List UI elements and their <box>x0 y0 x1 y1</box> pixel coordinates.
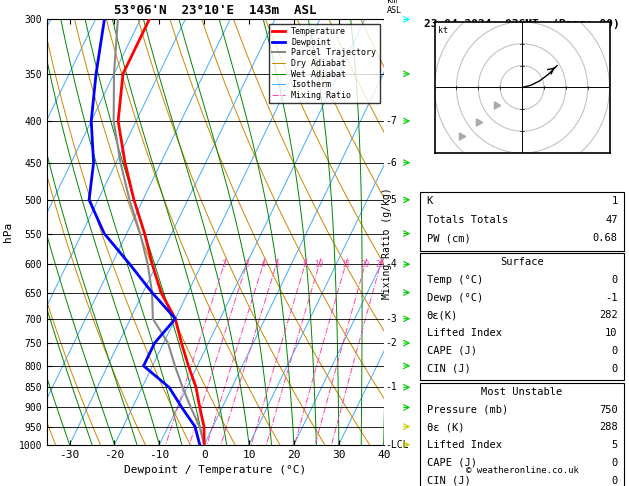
Text: PW (cm): PW (cm) <box>426 233 470 243</box>
Text: -2: -2 <box>386 338 397 348</box>
Text: 10: 10 <box>605 328 618 338</box>
Text: 4: 4 <box>261 260 265 269</box>
Text: kt: kt <box>438 26 448 35</box>
Text: Totals Totals: Totals Totals <box>426 215 508 225</box>
Title: 53°06'N  23°10'E  143m  ASL: 53°06'N 23°10'E 143m ASL <box>114 4 316 17</box>
Text: Lifted Index: Lifted Index <box>426 440 501 450</box>
Text: θε (K): θε (K) <box>426 422 464 433</box>
X-axis label: Dewpoint / Temperature (°C): Dewpoint / Temperature (°C) <box>125 465 306 475</box>
Text: CIN (J): CIN (J) <box>426 364 470 374</box>
Text: -7: -7 <box>386 116 397 126</box>
Text: -4: -4 <box>386 259 397 269</box>
Text: 5: 5 <box>274 260 279 269</box>
Text: 3: 3 <box>245 260 249 269</box>
Text: 0: 0 <box>611 346 618 356</box>
Text: Temp (°C): Temp (°C) <box>426 275 483 285</box>
Text: CIN (J): CIN (J) <box>426 476 470 486</box>
Text: 10: 10 <box>314 260 324 269</box>
Y-axis label: hPa: hPa <box>3 222 13 242</box>
Text: -6: -6 <box>386 157 397 168</box>
Text: 282: 282 <box>599 311 618 320</box>
Bar <box>420 192 624 251</box>
Bar <box>420 383 624 486</box>
Text: θε(K): θε(K) <box>426 311 458 320</box>
Text: 5: 5 <box>611 440 618 450</box>
Text: 0: 0 <box>611 275 618 285</box>
Text: 20: 20 <box>360 260 370 269</box>
Text: 0: 0 <box>611 364 618 374</box>
Text: © weatheronline.co.uk: © weatheronline.co.uk <box>465 466 579 475</box>
Text: Surface: Surface <box>500 257 544 267</box>
Text: 25: 25 <box>376 260 385 269</box>
Text: 2: 2 <box>222 260 226 269</box>
Text: Pressure (mb): Pressure (mb) <box>426 405 508 415</box>
Text: -LCL: -LCL <box>386 440 409 450</box>
Text: 23.04.2024  03GMT  (Base: 00): 23.04.2024 03GMT (Base: 00) <box>424 19 620 29</box>
Text: 8: 8 <box>303 260 308 269</box>
Text: 47: 47 <box>605 215 618 225</box>
Text: Dewp (°C): Dewp (°C) <box>426 293 483 303</box>
Legend: Temperature, Dewpoint, Parcel Trajectory, Dry Adiabat, Wet Adiabat, Isotherm, Mi: Temperature, Dewpoint, Parcel Trajectory… <box>269 24 379 103</box>
Bar <box>420 253 624 380</box>
Text: Most Unstable: Most Unstable <box>481 387 563 397</box>
Text: 0: 0 <box>611 476 618 486</box>
Text: Lifted Index: Lifted Index <box>426 328 501 338</box>
Text: -3: -3 <box>386 313 397 324</box>
Text: 0.68: 0.68 <box>593 233 618 243</box>
Text: CAPE (J): CAPE (J) <box>426 458 477 468</box>
Text: km
ASL: km ASL <box>387 0 402 15</box>
Text: 15: 15 <box>341 260 350 269</box>
Text: -1: -1 <box>386 382 397 392</box>
Text: Mixing Ratio (g/kg): Mixing Ratio (g/kg) <box>382 187 392 299</box>
Text: 0: 0 <box>611 458 618 468</box>
Text: -1: -1 <box>605 293 618 303</box>
Text: CAPE (J): CAPE (J) <box>426 346 477 356</box>
Text: -5: -5 <box>386 195 397 205</box>
Text: K: K <box>426 196 433 206</box>
Text: 750: 750 <box>599 405 618 415</box>
Text: 288: 288 <box>599 422 618 433</box>
Text: 1: 1 <box>611 196 618 206</box>
